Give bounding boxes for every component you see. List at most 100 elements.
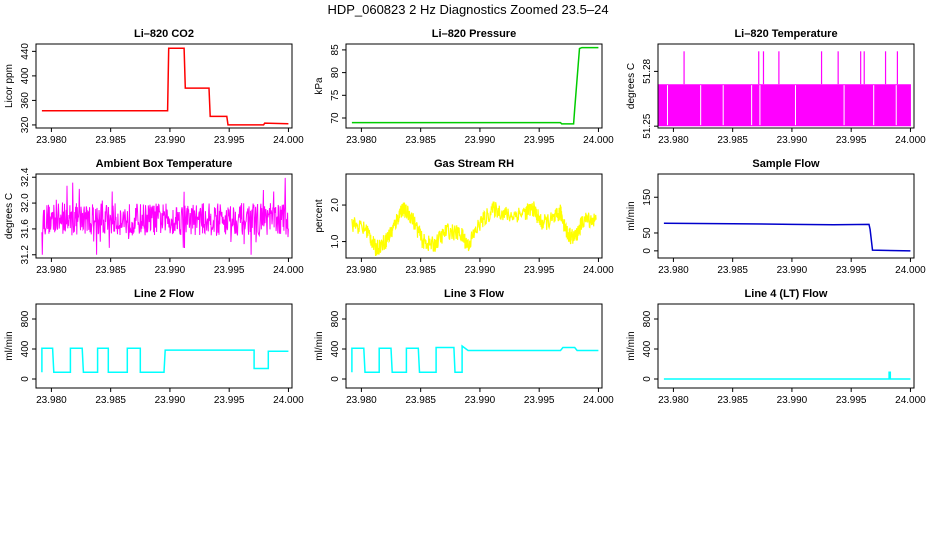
plot-frame [345,43,603,129]
x-tick-label: 24.000 [895,265,926,276]
x-tick-label: 23.985 [95,395,126,406]
panel-title: Li–820 Temperature [734,28,837,40]
y-tick-label: 400 [20,67,31,84]
x-tick-label: 23.980 [346,265,377,276]
x-tick-label: 23.985 [405,395,436,406]
panel-6: Line 2 Flow ml/min 23.980 23.985 23.990 23.99… [4,288,304,406]
y-tick-label: 360 [20,92,31,109]
x-tick-label: 24.000 [895,135,926,146]
panel-0: Li–820 CO2 Licor ppm 23.980 23.985 23.990 23.… [4,28,304,146]
page-title: HDP_060823 2 Hz Diagnostics Zoomed 23.5–… [327,2,609,17]
y-tick-label: 51.25 [642,113,653,138]
series-line [41,47,289,126]
series [351,46,599,125]
x-tick-label: 23.980 [36,135,67,146]
y-tick-label: 800 [642,310,653,327]
y-tick-label: 400 [642,340,653,357]
y-tick-label: 0 [20,376,31,382]
y-axis-label: kPa [314,77,325,95]
y-axis-label: Licor ppm [4,64,15,108]
x-tick-label: 23.990 [155,135,186,146]
x-tick-label: 23.995 [524,265,555,276]
series [663,222,911,252]
plot-frame [35,173,293,259]
plot-frame [657,173,915,259]
y-axis-label: ml/min [626,201,637,230]
x-tick-label: 23.990 [777,395,808,406]
series [41,347,289,374]
x-tick-label: 23.980 [346,395,377,406]
x-tick-label: 23.980 [36,265,67,276]
x-tick-label: 23.985 [717,135,748,146]
y-tick-label: 50 [642,227,653,239]
y-tick-label: 75 [330,89,341,101]
x-tick-label: 24.000 [273,265,304,276]
x-tick-label: 23.995 [214,135,245,146]
x-tick-label: 23.995 [836,265,867,276]
plot-frame [657,303,915,389]
panel-title: Sample Flow [752,158,820,170]
y-axis-label: ml/min [314,331,325,360]
x-tick-label: 23.985 [95,135,126,146]
y-axis-label: degrees C [626,63,637,109]
x-tick-label: 23.985 [95,265,126,276]
panel-title: Gas Stream RH [434,158,514,170]
x-tick-label: 23.980 [658,265,689,276]
plot-frame [345,303,603,389]
panel-8: Line 4 (LT) Flow ml/min 23.980 23.985 23.990… [626,288,926,406]
x-tick-label: 23.995 [836,395,867,406]
panel-7: Line 3 Flow ml/min 23.980 23.985 23.990 23.99… [314,288,614,406]
x-tick-label: 23.985 [717,265,748,276]
panel-3: Ambient Box Temperature degrees C 23.980 23… [4,158,304,276]
series [351,344,599,374]
panel-title: Ambient Box Temperature [96,158,233,170]
panel-4: Gas Stream RH percent 23.980 23.985 23.990 23… [314,158,614,276]
y-tick-label: 51.28 [642,58,653,83]
y-tick-label: 31.6 [20,219,31,239]
y-tick-label: 32.4 [20,167,31,187]
panel-title: Li–820 CO2 [134,28,194,40]
panel-5: Sample Flow ml/min 23.980 23.985 23.990 23.99… [626,158,926,276]
series [658,51,911,127]
x-tick-label: 23.995 [214,265,245,276]
y-tick-label: 0 [642,376,653,382]
series-line [351,344,599,374]
y-axis-label: degrees C [4,193,15,239]
series-line [41,347,289,374]
y-tick-label: 440 [20,43,31,60]
panel-title: Line 4 (LT) Flow [745,288,828,300]
y-tick-label: 0 [330,376,341,382]
y-tick-label: 0 [642,248,653,254]
x-tick-label: 24.000 [583,265,614,276]
x-tick-label: 23.980 [346,135,377,146]
series [663,371,911,380]
panel-title: Line 2 Flow [134,288,194,300]
x-tick-label: 23.995 [214,395,245,406]
y-tick-label: 80 [330,67,341,79]
plot-frame [35,303,293,389]
x-tick-label: 23.990 [777,135,808,146]
series-line [41,177,289,255]
x-tick-label: 23.990 [465,395,496,406]
series [41,177,289,255]
x-tick-label: 23.990 [465,265,496,276]
panel-2: Li–820 Temperature degrees C 23.980 23.985 2… [626,28,926,146]
x-tick-label: 23.990 [155,265,186,276]
x-tick-label: 24.000 [895,395,926,406]
x-tick-label: 24.000 [273,135,304,146]
plot-frame [657,43,915,129]
y-tick-label: 400 [330,340,341,357]
series [41,47,289,126]
panel-title: Li–820 Pressure [432,28,516,40]
series-line [663,371,911,380]
x-tick-label: 24.000 [273,395,304,406]
x-tick-label: 23.995 [524,395,555,406]
y-tick-label: 85 [330,44,341,56]
y-tick-label: 800 [330,310,341,327]
x-tick-label: 24.000 [583,135,614,146]
y-tick-label: 400 [20,340,31,357]
x-tick-label: 23.985 [717,395,748,406]
y-axis-label: percent [314,199,325,233]
x-tick-label: 23.980 [658,395,689,406]
x-tick-label: 23.990 [777,265,808,276]
